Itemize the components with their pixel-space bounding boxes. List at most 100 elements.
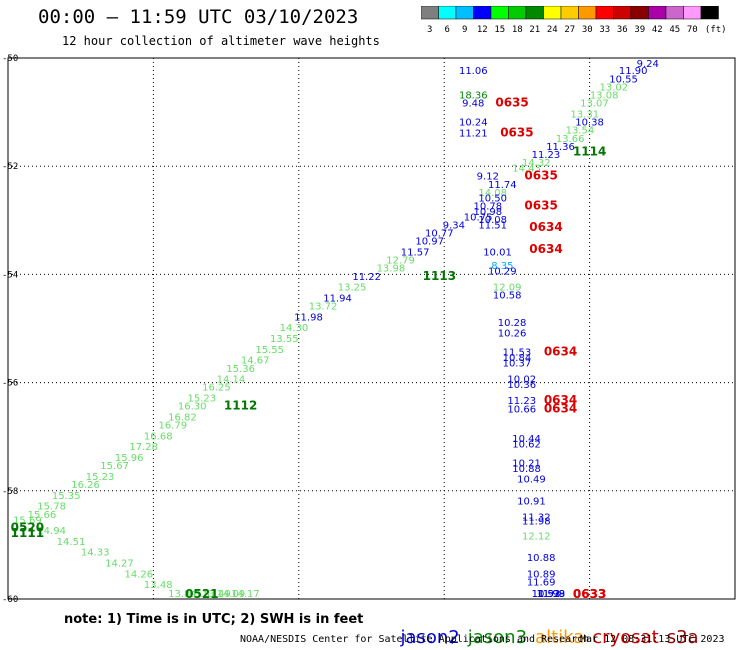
wave-height-point: 11.21 [459,128,488,139]
colorbar-label: 36 [617,25,628,35]
pass-time-label: 0634 [544,393,577,407]
wave-height-point: 11.36 [546,142,575,153]
wave-height-point: 13.31 [570,110,599,121]
wave-height-point: 10.98 [473,207,502,218]
color-scale-legend: 3 6 9 12 15 18 21 24 27 30 33 36 39 42 45 70 (ft) [421,6,727,35]
wave-height-point: 13.02 [600,82,629,93]
colorbar-label: 42 [652,25,663,35]
colorbar-label: 12 [477,25,488,35]
chart-title: 00:00 – 11:59 UTC 03/10/2023 [38,6,359,28]
wave-height-point: 10.75 [464,212,493,223]
wave-height-point: 11.99 [537,589,566,600]
wave-height-point: 18.36 [459,91,488,102]
wave-height-point: 10.97 [415,237,444,248]
pass-time-label: 1113 [423,269,456,283]
wave-height-point: 12.09 [493,283,522,294]
wave-height-point: 16.68 [144,431,173,442]
wave-height-point: 10.55 [609,74,638,85]
wave-height-points: 9.2411.9010.5513.0213.0813.0713.3110.381… [13,59,659,600]
y-tick-label: -58 [2,487,18,497]
wave-height-point: 10.37 [503,358,532,369]
pass-time-label: 1111 [11,526,44,540]
colorbar-label: 18 [512,25,523,35]
wave-height-point: 10.24 [459,118,488,129]
wave-height-point: 9.12 [477,172,499,183]
wave-height-point: 10.78 [473,201,502,212]
pass-time-label: 1112 [224,399,257,413]
wave-height-point: 10.88 [527,553,556,564]
wave-height-point: 10.77 [425,229,454,240]
legend-s3a: s3a [666,627,699,648]
wave-height-point: 13.25 [338,283,367,294]
wave-height-point: 10.66 [507,404,536,415]
satellite-legend: jason2 jason3 altika cryosat s3a [389,606,707,648]
colorbar-label: 3 [427,25,432,35]
wave-height-point: 15.36 [226,364,255,375]
wave-height-point: 16.79 [158,421,187,432]
wave-height-point: 10.50 [478,193,507,204]
pass-time-label: 0634 [529,220,562,234]
wave-height-point: 11.52 [532,589,561,600]
wave-height-point: 12.12 [522,531,551,542]
wave-height-point: 11.53 [503,348,532,359]
wave-height-point: 14.08 [478,188,507,199]
wave-height-point: 11.90 [619,66,648,77]
y-tick-labels: -50 -52 -54 -56 -58 -60 [2,54,18,604]
pass-time-label: 0634 [529,242,562,256]
wave-height-point: 10.36 [507,380,536,391]
grid-lines [8,58,735,599]
wave-height-point: 17.28 [129,442,158,453]
altimeter-chart: 757881848790 -50-52-54-56-58-60 9.2411.9… [2,54,736,604]
colorbar-label: 33 [599,25,610,35]
wave-height-point: 15.67 [100,461,129,472]
wave-height-point: 9.48 [462,99,484,110]
legend-altika: altika [535,627,585,648]
wave-height-point: 14.30 [280,323,309,334]
wave-height-point: 13.08 [590,91,619,102]
wave-height-point: 10.21 [512,458,541,469]
wave-height-point: 15.23 [188,394,217,405]
y-tick-label: -52 [2,162,18,172]
pass-time-labels: 0635063506350635063406340634063406340633… [11,96,607,601]
wave-height-point: 13.98 [377,264,406,275]
wave-height-point: 11.51 [478,220,507,231]
wave-height-point: 14.26 [125,569,154,580]
wave-height-point: 9.24 [637,59,659,70]
pass-time-label: 0635 [500,125,533,139]
pass-time-label: 0521 [185,587,218,601]
wave-height-point: 15.96 [115,453,144,464]
wave-height-point: 11.22 [352,272,381,283]
wave-height-point: 13.87 [188,589,217,600]
wave-height-point: 11.06 [459,66,488,77]
wave-height-point: 8.35 [491,261,513,272]
wave-height-point: 10.84 [503,353,532,364]
wave-height-point: 10.88 [512,464,541,475]
wave-height-point: 10.58 [493,291,522,302]
y-tick-label: -60 [2,595,18,604]
wave-height-point: 10.28 [498,318,527,329]
wave-height-point: 11.32 [522,513,551,524]
wave-height-point: 16.82 [168,412,197,423]
wave-height-point: 10.62 [512,440,541,451]
legend-jason3: jason3 [467,627,528,648]
y-tick-label: -54 [2,270,18,280]
legend-cryosat: cryosat [592,627,659,648]
wave-height-point: 14.43 [512,164,541,175]
colorbar-label: 27 [564,25,575,35]
colorbar-swatch [700,6,719,20]
colorbar-label: 15 [494,25,505,35]
wave-height-point: 15.35 [52,491,81,502]
wave-height-point: 13.72 [309,302,338,313]
wave-height-point: 15.66 [28,510,57,521]
wave-height-point: 13.84 [168,589,197,600]
wave-height-point: 10.44 [512,434,541,445]
pass-time-label: 0633 [573,587,606,601]
pass-time-label: 0520 [11,520,44,534]
wave-height-point: 14.67 [241,356,270,367]
wave-height-point: 10.08 [478,215,507,226]
wave-height-point: 11.94 [323,293,352,304]
wave-height-point: 15.23 [86,472,115,483]
wave-height-point: 10.91 [517,496,546,507]
wave-height-point: 14.17 [231,589,260,600]
wave-height-point: 15.69 [13,515,42,526]
